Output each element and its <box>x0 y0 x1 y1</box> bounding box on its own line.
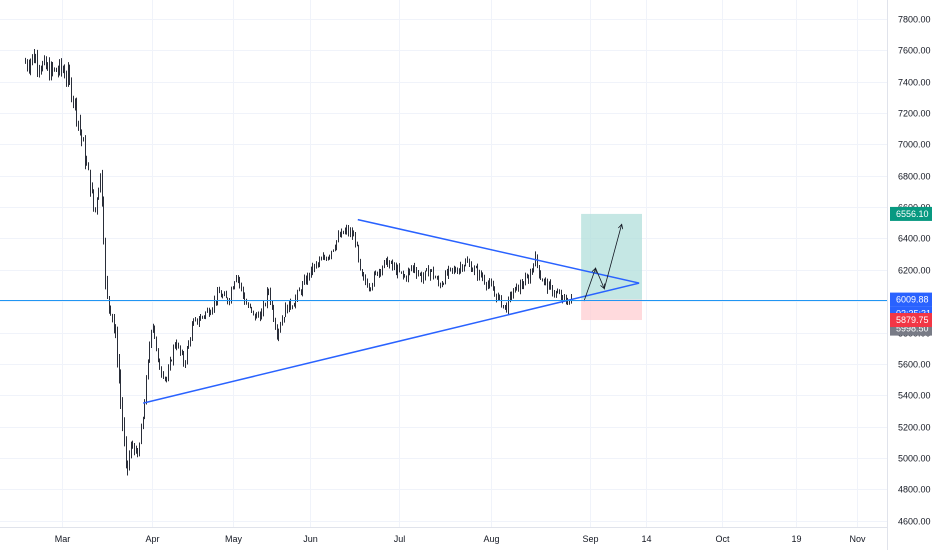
y-tick-label: 6400.00 <box>898 234 931 244</box>
arrowhead-icon <box>591 267 597 274</box>
last-price-badge-label: 6009.88 <box>896 295 929 305</box>
x-tick-label: Aug <box>483 534 499 544</box>
trendlines[interactable] <box>143 218 640 404</box>
time-axis[interactable]: Mar Apr May Jun Jul Aug Sep 14 Oct 19 Nov <box>55 534 866 544</box>
target-price-badge-label: 6556.10 <box>896 209 929 219</box>
x-tick-label: Sep <box>582 534 598 544</box>
y-tick-label: 4600.00 <box>898 517 931 527</box>
chart-grid <box>0 0 887 527</box>
arrowhead-icon <box>618 223 624 230</box>
stop-price-badge <box>890 313 932 328</box>
y-tick-label: 7000.00 <box>898 140 931 150</box>
y-tick-label: 7600.00 <box>898 46 931 56</box>
price-candles <box>25 49 572 476</box>
upper-trendline[interactable] <box>357 218 640 284</box>
x-tick-label: Jun <box>303 534 318 544</box>
stop-loss-zone[interactable] <box>581 299 642 321</box>
y-tick-label: 7800.00 <box>898 15 931 25</box>
x-tick-label: Apr <box>145 534 159 544</box>
price-axis[interactable]: 7800.00 7600.00 7400.00 7200.00 7000.00 6800.… <box>898 15 931 527</box>
y-tick-label: 6800.00 <box>898 172 931 182</box>
projection-path[interactable] <box>583 224 623 302</box>
y-tick-label: 5400.00 <box>898 391 931 401</box>
x-tick-label: 19 <box>791 534 801 544</box>
y-tick-label: 7400.00 <box>898 78 931 88</box>
arrowhead-icon <box>600 283 606 290</box>
x-tick-label: 14 <box>641 534 651 544</box>
entry-price-badge-label: 5998.50 <box>896 324 929 334</box>
y-tick-label: 5200.00 <box>898 423 931 433</box>
x-tick-label: May <box>225 534 243 544</box>
x-tick-label: Oct <box>715 534 730 544</box>
profit-zone[interactable] <box>581 213 642 300</box>
x-tick-label: Mar <box>55 534 71 544</box>
long-position-tool[interactable] <box>581 213 642 321</box>
stop-price-badge-label: 5879.75 <box>896 315 929 325</box>
x-tick-label: Nov <box>849 534 866 544</box>
target-price-badge <box>890 206 932 221</box>
lower-trendline[interactable] <box>143 282 640 404</box>
y-tick-label: 7200.00 <box>898 109 931 119</box>
last-price-badge <box>890 292 932 307</box>
y-tick-label: 4800.00 <box>898 485 931 495</box>
y-tick-label: 6200.00 <box>898 266 931 276</box>
y-tick-label: 5000.00 <box>898 454 931 464</box>
y-tick-label: 5600.00 <box>898 360 931 370</box>
x-tick-label: Jul <box>394 534 406 544</box>
